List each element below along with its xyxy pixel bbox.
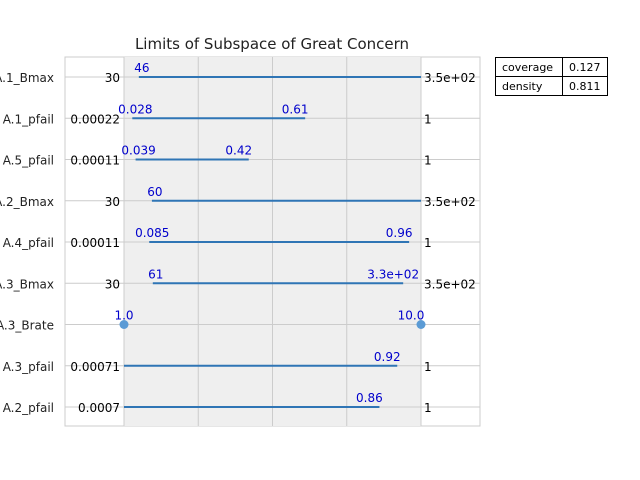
row-min-label: 0.00022 (70, 112, 120, 126)
row-label: A.5_pfail (3, 154, 54, 168)
row-label: A.4_pfail (3, 236, 54, 250)
stats-value: 0.127 (562, 57, 608, 77)
range-high-label: 3.3e+02 (367, 267, 419, 281)
stats-row-density: density 0.811 (495, 76, 608, 96)
stats-table: coverage 0.127 density 0.811 (495, 57, 608, 96)
row-label: A.1_Bmax (0, 71, 54, 85)
row-max-label: 3.5e+02 (424, 71, 476, 85)
range-low-label: 1.0 (114, 309, 133, 323)
stats-value: 0.811 (562, 76, 608, 96)
range-high-label: 0.96 (386, 226, 413, 240)
row-max-label: 3.5e+02 (424, 195, 476, 209)
stats-key: coverage (495, 57, 563, 77)
row-max-label: 1 (424, 154, 432, 168)
range-high-label: 0.86 (356, 391, 383, 405)
row-max-label: 3.5e+02 (424, 277, 476, 291)
stats-key: density (495, 76, 563, 96)
row-min-label: 0.00011 (70, 236, 120, 250)
row-min-label: 30 (105, 195, 120, 209)
row-label: A.3_Brate (0, 319, 54, 333)
range-high-label: 10.0 (398, 309, 425, 323)
row-min-label: 0.0007 (78, 401, 120, 415)
row-min-label: 30 (105, 277, 120, 291)
row-label: A.2_pfail (3, 401, 54, 415)
row-min-label: 30 (105, 71, 120, 85)
range-high-label: 0.61 (282, 102, 309, 116)
row-label: A.3_Bmax (0, 277, 54, 291)
range-low-label: 46 (134, 61, 149, 75)
range-low-label: 0.028 (118, 102, 152, 116)
row-label: A.1_pfail (3, 112, 54, 126)
row-max-label: 1 (424, 236, 432, 250)
stats-row-coverage: coverage 0.127 (495, 57, 608, 77)
row-max-label: 1 (424, 360, 432, 374)
range-high-label: 0.92 (374, 350, 401, 364)
range-point-low (119, 320, 129, 329)
chart-marks: A.1_Bmax 30 3.5e+02 46 A.1_pfail 0.00022 1 0.02… (0, 61, 476, 415)
row-label: A.2_Bmax (0, 195, 54, 209)
range-low-label: 0.085 (135, 226, 169, 240)
range-low-label: 60 (147, 185, 162, 199)
range-low-label: 61 (148, 267, 163, 281)
range-high-label: 0.42 (225, 144, 252, 158)
row-min-label: 0.00071 (70, 360, 120, 374)
range-low-label: 0.039 (121, 144, 155, 158)
row-max-label: 1 (424, 401, 432, 415)
row-max-label: 1 (424, 112, 432, 126)
row-label: A.3_pfail (3, 360, 54, 374)
chart-title: Limits of Subspace of Great Concern (135, 35, 409, 53)
range-point-high (416, 320, 426, 329)
row-min-label: 0.00011 (70, 154, 120, 168)
